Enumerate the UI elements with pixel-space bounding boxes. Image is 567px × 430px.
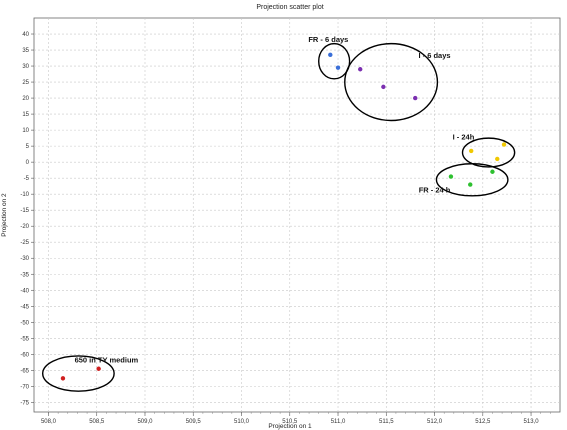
y-tick-label: -75 [20,400,29,406]
data-point [96,366,101,371]
x-tick-label: 511,5 [379,419,394,425]
x-tick-label: 509,0 [137,419,153,425]
data-point [490,169,495,174]
x-tick-label: 512,0 [427,419,443,425]
y-tick-label: -70 [20,384,29,390]
y-tick-label: -20 [20,224,29,230]
cluster-label: FR - 24 h [419,186,451,195]
data-point [381,84,386,90]
x-tick-label: 510,0 [234,419,250,425]
y-tick-label: 5 [26,144,30,150]
x-tick-label: 510,5 [282,419,298,425]
x-tick-label: 508,5 [89,419,105,425]
cluster-label: I - 24h [453,133,475,142]
cluster-label: I - 6 days [418,51,450,60]
data-point [413,95,418,101]
cluster-ellipses [41,42,516,392]
x-tick-label: 509,5 [186,419,202,425]
y-tick-label: 0 [26,160,30,166]
y-tick-label: -10 [20,192,29,198]
y-tick-label: 10 [22,128,29,134]
cluster-label: FR - 6 days [308,35,348,44]
y-tick-label: 40 [22,32,29,38]
data-point [328,52,333,58]
y-tick-label: -40 [20,288,29,294]
data-point [335,65,341,70]
y-tick-label: 25 [22,80,29,86]
y-tick-label: -15 [20,208,29,214]
y-tick-label: -25 [20,240,29,246]
y-tick-label: -60 [20,352,29,358]
data-point [469,148,474,154]
x-axis-label: Projection on 1 [268,423,312,430]
y-tick-label: 20 [22,96,29,102]
cluster-ellipse [318,42,351,80]
grid [34,18,560,412]
cluster-ellipse [435,163,509,197]
cluster-label: 650 in TY medium [75,355,139,364]
data-point [501,142,507,147]
y-tick-label: -55 [20,336,29,342]
y-axis-label: Projection on 2 [1,193,8,237]
y-tick-label: -5 [24,176,30,182]
data-point [448,174,454,179]
y-tick-label: 30 [22,64,29,70]
plot-area [33,17,561,413]
cluster-labels: FR - 6 days I - 6 days I - 24h FR - 24 h 650… [75,35,475,364]
y-tick-label: -45 [20,304,29,310]
x-tick-label: 508,0 [41,419,57,425]
cluster-ellipse [461,137,516,168]
data-point [495,156,500,162]
chart-title: Projection scatter plot [256,4,323,11]
axis-ticks: 508,0 508,5 509,0 509,5 510,0 510,5 511,0 511,5… [20,32,551,425]
x-tick-label: 513,0 [524,419,540,425]
data-point [60,376,66,381]
y-tick-label: -50 [20,320,29,326]
data-points [60,52,507,381]
y-tick-label: 15 [22,112,29,118]
y-tick-label: -35 [20,272,29,278]
data-point [468,182,473,187]
y-tick-label: -30 [20,256,29,262]
y-tick-label: -65 [20,368,29,374]
cluster-ellipse [41,355,115,392]
data-point [358,67,363,72]
x-tick-label: 512,5 [475,419,491,425]
x-tick-label: 511,0 [331,419,346,425]
cluster-ellipse [344,42,439,122]
y-tick-label: 35 [22,48,29,54]
